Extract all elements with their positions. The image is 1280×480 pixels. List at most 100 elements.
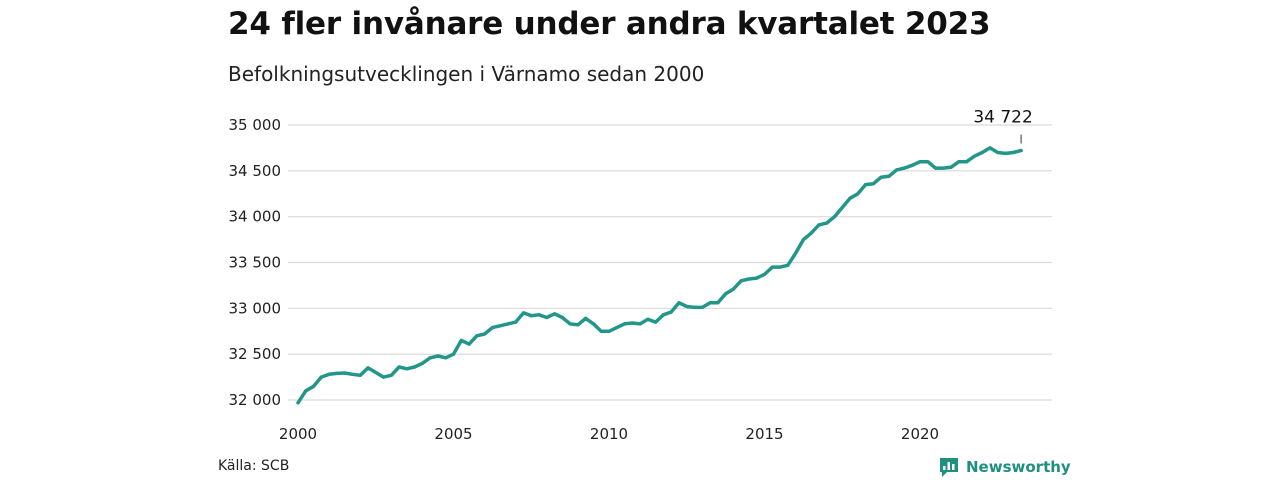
data-point — [622, 322, 627, 326]
y-tick-label: 32 500 — [229, 345, 282, 363]
data-point — [591, 322, 596, 326]
data-point — [374, 370, 378, 375]
data-point — [832, 215, 837, 219]
data-point — [801, 238, 806, 242]
source-note: Källa: SCB — [218, 458, 290, 474]
y-tick-label: 33 000 — [229, 299, 282, 317]
data-point — [420, 361, 424, 365]
data-point — [864, 183, 868, 187]
data-point — [724, 292, 728, 296]
data-point — [786, 263, 790, 267]
chart-title: 24 fler invånare under andra kvartalet 2… — [228, 6, 991, 42]
data-point — [1003, 151, 1008, 155]
y-tick-label: 34 500 — [229, 162, 282, 180]
data-point — [794, 251, 798, 255]
data-point — [436, 354, 440, 358]
chart-subtitle: Befolkningsutvecklingen i Värnamo sedan … — [228, 62, 705, 86]
data-point — [397, 365, 401, 369]
data-point — [335, 371, 339, 375]
data-point — [537, 313, 541, 317]
data-point — [933, 166, 938, 170]
data-point — [560, 315, 564, 320]
data-point — [716, 301, 720, 305]
x-tick-label: 2005 — [434, 425, 472, 443]
data-point — [514, 320, 518, 324]
data-point — [840, 205, 844, 210]
data-point — [739, 279, 743, 283]
y-tick-label: 32 000 — [229, 391, 282, 409]
data-point — [692, 305, 697, 309]
data-point — [521, 311, 526, 315]
data-point — [965, 160, 969, 164]
data-point — [646, 317, 650, 321]
data-point — [996, 150, 1000, 155]
data-point — [708, 301, 712, 305]
bar-chart-badge-icon — [940, 458, 958, 477]
data-point — [910, 163, 914, 167]
y-tick-label: 33 500 — [229, 254, 282, 272]
data-point — [638, 322, 642, 326]
data-point — [685, 304, 689, 309]
data-point — [661, 313, 666, 317]
data-point — [475, 334, 479, 338]
data-point — [747, 277, 751, 281]
data-point — [926, 160, 930, 164]
data-point — [428, 356, 432, 360]
data-points — [296, 146, 1023, 405]
data-point — [615, 326, 619, 330]
data-point — [825, 221, 829, 225]
data-point — [366, 366, 370, 370]
data-point — [731, 287, 736, 291]
data-point — [350, 372, 354, 376]
y-axis-ticks: 32 000 32 500 33 000 33 500 34 000 34 500 35 0… — [229, 116, 282, 409]
data-point — [700, 305, 704, 309]
data-point — [941, 166, 945, 170]
data-point — [584, 316, 588, 320]
data-point — [848, 196, 852, 200]
data-point — [576, 323, 580, 327]
population-line — [296, 146, 1023, 405]
data-point — [319, 375, 323, 379]
data-point — [413, 365, 417, 369]
data-point — [296, 401, 300, 405]
gridlines — [288, 124, 1052, 401]
data-point — [490, 326, 494, 330]
data-point — [887, 174, 891, 178]
data-point — [856, 192, 860, 196]
data-point — [918, 160, 922, 164]
data-point — [630, 321, 634, 325]
data-point — [980, 150, 984, 155]
data-point — [451, 352, 456, 356]
data-point — [972, 154, 977, 158]
data-point — [879, 175, 883, 179]
data-point — [607, 329, 611, 333]
brand-logo: Newsworthy — [938, 456, 1071, 478]
data-point — [498, 324, 502, 328]
data-point — [459, 338, 463, 342]
data-point — [1019, 148, 1023, 153]
x-tick-label: 2010 — [590, 425, 628, 443]
data-point — [529, 314, 533, 318]
annotation-label: 34 722 — [973, 107, 1032, 127]
data-point — [304, 389, 308, 393]
data-point — [755, 276, 759, 280]
data-point — [770, 265, 774, 269]
data-point — [553, 312, 557, 316]
brand-name: Newsworthy — [966, 458, 1071, 476]
data-point — [506, 322, 510, 326]
data-point — [902, 166, 907, 170]
data-point — [895, 168, 899, 172]
data-point — [444, 356, 448, 360]
data-point — [988, 146, 992, 150]
data-point — [405, 367, 409, 371]
data-point — [654, 320, 658, 324]
data-point — [817, 223, 821, 227]
data-point — [949, 165, 953, 169]
data-point — [809, 231, 813, 235]
x-axis-ticks: 2000 2005 2010 2015 2020 — [279, 425, 939, 443]
data-point — [389, 373, 393, 377]
x-tick-label: 2000 — [279, 425, 317, 443]
x-tick-label: 2015 — [745, 425, 783, 443]
y-tick-label: 35 000 — [229, 116, 282, 134]
